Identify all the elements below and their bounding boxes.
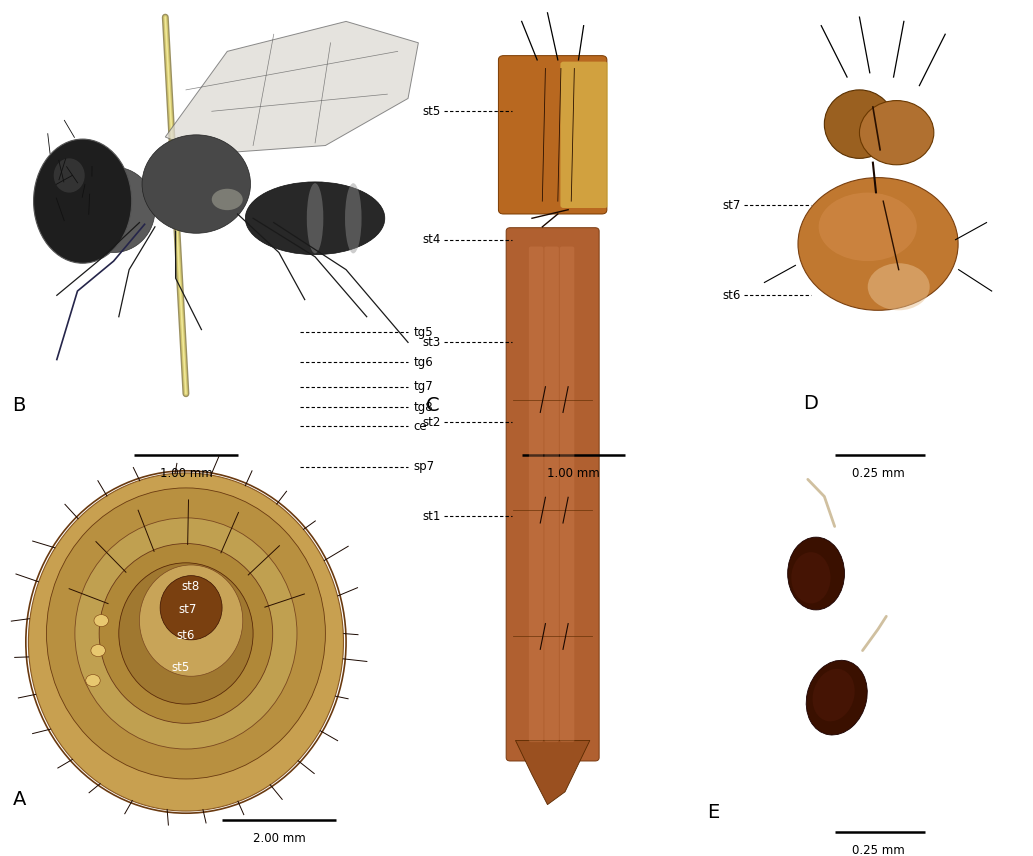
Text: B: B — [12, 396, 26, 415]
Bar — [429, 17, 713, 847]
Text: 0.25 mm: 0.25 mm — [851, 844, 905, 856]
Text: 0.25 mm: 0.25 mm — [851, 467, 905, 480]
Ellipse shape — [868, 264, 930, 311]
Ellipse shape — [119, 563, 253, 704]
Text: st7: st7 — [722, 199, 741, 212]
FancyBboxPatch shape — [561, 62, 607, 208]
Text: 1.00 mm: 1.00 mm — [159, 467, 213, 480]
Text: st3: st3 — [422, 336, 441, 349]
Text: 1.00 mm: 1.00 mm — [546, 467, 600, 480]
Ellipse shape — [307, 183, 323, 253]
Ellipse shape — [29, 473, 343, 811]
Text: st4: st4 — [422, 233, 441, 247]
Text: tg5: tg5 — [413, 325, 433, 339]
Text: st2: st2 — [422, 415, 441, 429]
Circle shape — [91, 645, 105, 657]
Text: tg7: tg7 — [413, 380, 433, 394]
Ellipse shape — [345, 183, 362, 253]
Ellipse shape — [246, 182, 385, 255]
Ellipse shape — [824, 90, 895, 158]
Bar — [718, 9, 1028, 454]
Polygon shape — [515, 740, 590, 805]
Text: tg6: tg6 — [413, 355, 433, 369]
Ellipse shape — [212, 189, 243, 211]
Text: D: D — [804, 394, 818, 413]
Text: A: A — [12, 790, 26, 809]
Ellipse shape — [99, 544, 273, 723]
Bar — [5, 0, 429, 428]
Text: st8: st8 — [181, 580, 199, 593]
Ellipse shape — [791, 552, 831, 603]
Circle shape — [86, 675, 100, 687]
Text: st6: st6 — [177, 628, 195, 642]
Ellipse shape — [818, 193, 917, 261]
Ellipse shape — [46, 488, 325, 779]
Text: ce: ce — [413, 419, 427, 433]
Ellipse shape — [54, 158, 85, 193]
Text: 2.00 mm: 2.00 mm — [252, 832, 306, 845]
Ellipse shape — [139, 565, 243, 676]
FancyBboxPatch shape — [560, 247, 574, 742]
Ellipse shape — [33, 140, 132, 264]
Bar — [5, 437, 429, 847]
Ellipse shape — [806, 660, 868, 735]
FancyBboxPatch shape — [498, 56, 606, 214]
Ellipse shape — [813, 669, 854, 722]
Ellipse shape — [143, 135, 250, 234]
Text: st7: st7 — [179, 603, 197, 616]
Text: st5: st5 — [171, 661, 190, 675]
FancyBboxPatch shape — [529, 247, 543, 742]
Ellipse shape — [797, 177, 959, 311]
Ellipse shape — [787, 538, 845, 609]
FancyBboxPatch shape — [506, 228, 599, 761]
Text: tg8: tg8 — [413, 401, 433, 414]
Ellipse shape — [72, 167, 155, 253]
Polygon shape — [165, 21, 418, 154]
Ellipse shape — [74, 518, 298, 749]
Text: st6: st6 — [722, 288, 741, 302]
Ellipse shape — [859, 100, 934, 165]
FancyBboxPatch shape — [544, 247, 559, 742]
Bar — [718, 462, 1028, 847]
Text: st1: st1 — [422, 509, 441, 523]
Text: sp7: sp7 — [413, 460, 434, 473]
Circle shape — [94, 615, 108, 627]
Text: C: C — [426, 396, 439, 415]
Text: E: E — [708, 803, 720, 822]
Ellipse shape — [160, 576, 222, 640]
Text: st5: st5 — [422, 104, 441, 118]
